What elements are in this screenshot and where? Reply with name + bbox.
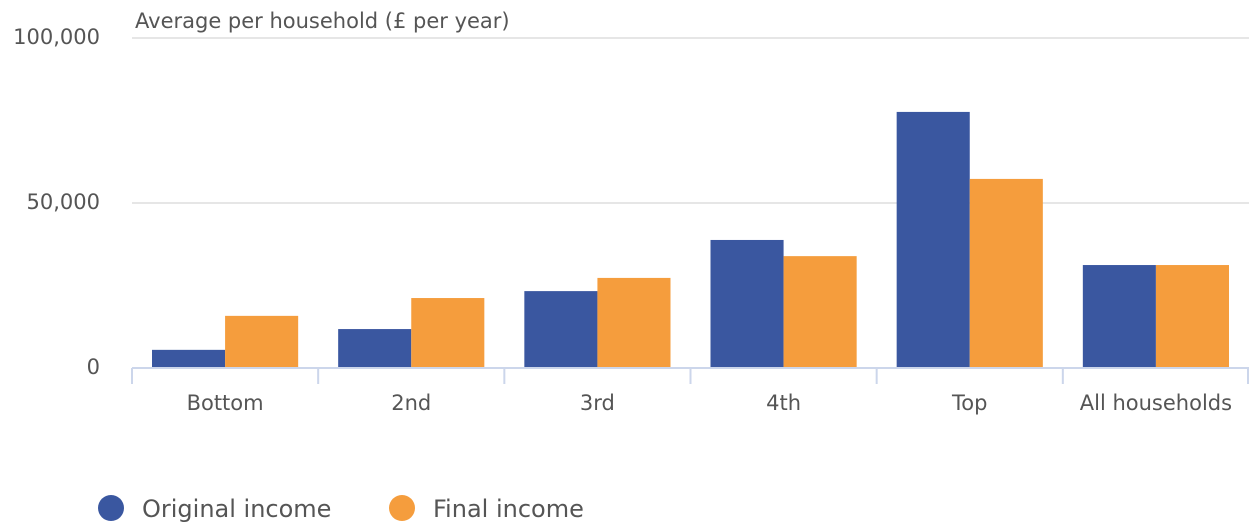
x-tick-label: 4th (766, 391, 802, 415)
bar (597, 277, 671, 368)
bar (710, 239, 784, 368)
bar (969, 178, 1043, 368)
y-tick-label: 100,000 (13, 25, 100, 49)
bar (152, 349, 226, 368)
x-tick-label: Bottom (186, 391, 264, 415)
bar (524, 291, 598, 368)
x-tick-label: 2nd (391, 391, 432, 415)
x-tick-label: All households (1079, 391, 1233, 415)
bar (1155, 265, 1229, 368)
x-tick-label: 3rd (579, 391, 615, 415)
x-tick-label: Top (952, 391, 988, 415)
bar (896, 111, 970, 369)
legend-marker (98, 495, 124, 521)
bar (1082, 265, 1156, 368)
legend-label: Original income (142, 495, 331, 523)
bar (225, 315, 299, 368)
chart-title: Average per household (£ per year) (135, 9, 510, 33)
legend-label: Final income (433, 495, 584, 523)
bar (338, 329, 412, 368)
legend-marker (389, 495, 415, 521)
bar (411, 298, 485, 368)
y-tick-label: 50,000 (27, 190, 100, 214)
y-tick-label: 0 (87, 355, 100, 379)
bar (783, 256, 857, 368)
